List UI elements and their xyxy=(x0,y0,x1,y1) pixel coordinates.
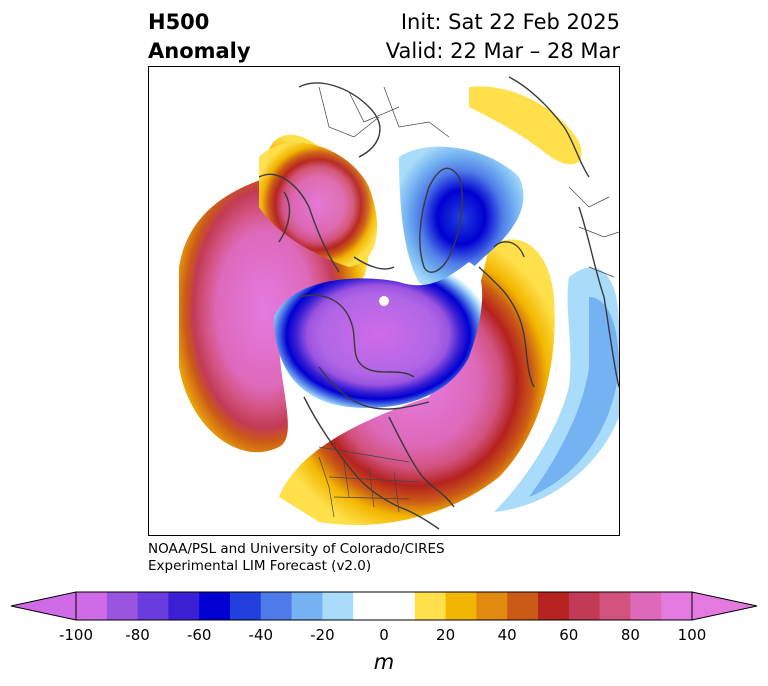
colorbar-ticks: -100 -80 -60 -40 -20 0 20 40 60 80 100 xyxy=(0,626,768,646)
colorbar-cell xyxy=(630,592,662,620)
map-title-left: H500 Anomaly xyxy=(148,8,251,66)
colorbar-tick-label: 60 xyxy=(559,626,579,644)
anomaly-positive-scandinavia xyxy=(469,86,582,165)
colorbar-extend-left xyxy=(10,591,77,621)
colorbar-tick-label: 40 xyxy=(497,626,517,644)
title-field: Anomaly xyxy=(148,39,251,63)
colorbar-cell xyxy=(168,592,200,620)
colorbar-cell xyxy=(353,592,385,620)
colorbar-cell xyxy=(76,592,108,620)
map-title-right: Init: Sat 22 Feb 2025 Valid: 22 Mar – 28… xyxy=(386,8,620,66)
colorbar-tick-label: 0 xyxy=(379,626,389,644)
colorbar-cell xyxy=(106,592,139,620)
colorbar-tick-label: -80 xyxy=(125,626,150,644)
colorbar-tick-label: -100 xyxy=(58,626,94,644)
colorbar-tick-label: 100 xyxy=(677,626,707,644)
colorbar-cell xyxy=(568,592,601,620)
colorbar-cell xyxy=(414,592,447,620)
colorbar-cell xyxy=(199,592,231,620)
colorbar-tick-label: 20 xyxy=(436,626,456,644)
colorbar-cell xyxy=(291,592,323,620)
colorbar-cell xyxy=(538,592,570,620)
colorbar-tick-label: 80 xyxy=(620,626,640,644)
colorbar-extend-right xyxy=(691,591,758,621)
colorbar-outline xyxy=(75,591,693,621)
credit-line-1: NOAA/PSL and University of Colorado/CIRE… xyxy=(148,541,445,557)
north-pole-marker xyxy=(379,296,389,306)
init-date: Init: Sat 22 Feb 2025 xyxy=(400,10,620,34)
anomaly-positive-alaska xyxy=(259,142,378,267)
colorbar-unit: m xyxy=(373,650,395,674)
colorbar-tick-label: -20 xyxy=(310,626,335,644)
colorbar-tick-label: -40 xyxy=(248,626,274,644)
anomaly-positive-atlantic xyxy=(279,239,555,525)
credit-line-2: Experimental LIM Forecast (v2.0) xyxy=(148,558,372,574)
colorbar-cell xyxy=(507,592,539,620)
colorbar-cell xyxy=(230,592,262,620)
coastlines xyxy=(258,76,619,530)
valid-range: Valid: 22 Mar – 28 Mar xyxy=(385,39,620,63)
colorbar-cell xyxy=(260,592,293,620)
country-borders xyxy=(318,86,619,518)
polar-map xyxy=(148,66,620,536)
colorbar-cell xyxy=(322,592,354,620)
credit-text: NOAA/PSL and University of Colorado/CIRE… xyxy=(148,541,445,575)
anomaly-negative-east-atlantic-core xyxy=(529,297,619,497)
colorbar-cell xyxy=(661,592,693,620)
colorbar-cells xyxy=(76,592,693,620)
colorbar-cell xyxy=(384,592,416,620)
anomaly-map-svg xyxy=(149,67,619,535)
colorbar xyxy=(10,591,758,621)
anomaly-negative-arctic xyxy=(274,262,483,408)
colorbar-cell xyxy=(599,592,631,620)
colorbar-cell xyxy=(476,592,508,620)
colorbar-cell xyxy=(445,592,477,620)
colorbar-cell xyxy=(137,592,169,620)
colorbar-tick-label: -60 xyxy=(186,626,212,644)
title-variable: H500 xyxy=(148,10,210,34)
